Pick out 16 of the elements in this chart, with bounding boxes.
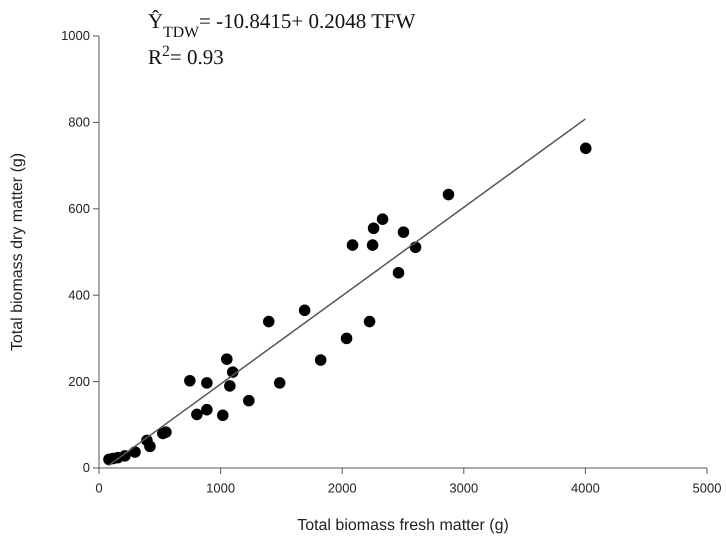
y-tick-label: 0: [82, 460, 90, 476]
y-tick-label: 800: [68, 114, 90, 130]
y-tick-label: 600: [68, 200, 90, 216]
y-tick-label: 200: [68, 374, 90, 389]
y-tick-label: 400: [68, 287, 90, 302]
y-tick-label: 1000: [61, 28, 90, 44]
annotation: R$^{2}$= 0.93: [148, 42, 224, 69]
annotation: Ŷ$_{TDW}$= -10.8415+ 0.2048 TFW: [148, 9, 416, 40]
x-tick-label: 3000: [449, 480, 478, 496]
x-tick-label: 1000: [206, 480, 236, 496]
y-axis-title: Total biomass dry matter (g): [9, 152, 26, 352]
x-axis-title: Total biomass fresh matter (g): [297, 517, 509, 534]
x-tick-label: 2000: [328, 480, 357, 496]
x-tick-label: 4000: [570, 480, 600, 496]
x-tick-label: 0: [95, 480, 103, 496]
x-tick-label: 5000: [692, 480, 722, 496]
